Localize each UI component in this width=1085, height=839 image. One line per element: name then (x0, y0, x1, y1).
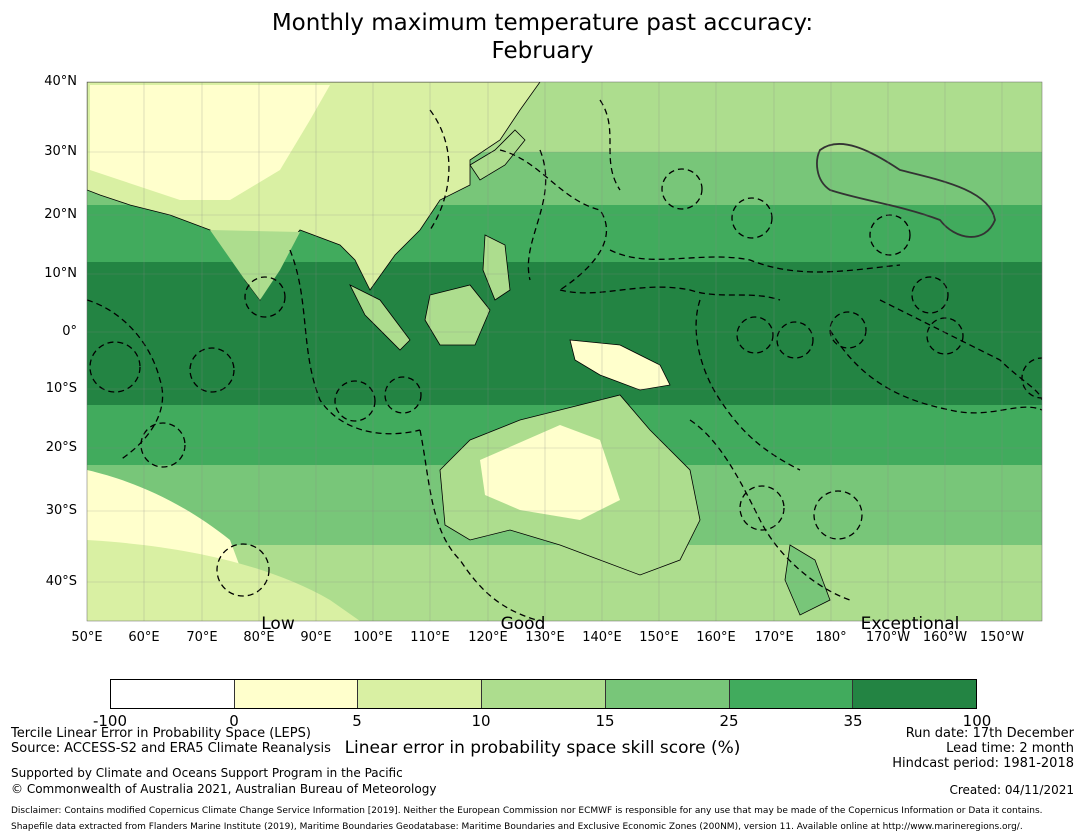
lon-label: 180° (815, 630, 847, 645)
land-india (210, 230, 300, 300)
lat-label: 20°N (44, 207, 77, 222)
copyright-text: © Commonwealth of Australia 2021, Austra… (11, 782, 437, 796)
lon-label: 170°W (865, 630, 911, 645)
map-frame (86, 81, 1043, 622)
land-new-guinea (569, 339, 671, 391)
lon-label: 50°E (71, 630, 103, 645)
colorbar-segment (358, 680, 483, 708)
land-asia-dry (90, 85, 330, 200)
land-borneo (424, 284, 491, 346)
lon-label: 160°W (922, 630, 968, 645)
chart-title-line2: February (491, 38, 594, 64)
lat-label: 0° (62, 324, 77, 339)
colorbar-tick: 0 (229, 712, 239, 730)
skill-score-map (86, 81, 1043, 622)
colorbar-segment (234, 680, 359, 708)
lat-label: 10°N (44, 266, 77, 281)
eez-boundaries (87, 99, 1042, 621)
colorbar-tick: 25 (719, 712, 739, 730)
lead-time: Lead time: 2 month (946, 741, 1074, 756)
leps-description: Tercile Linear Error in Probability Spac… (11, 726, 311, 741)
lon-label: 130°E (525, 630, 565, 645)
band-equatorial (87, 262, 1042, 412)
lon-label: 170°E (754, 630, 794, 645)
run-date: Run date: 17th December (905, 726, 1074, 741)
lat-label: 30°N (44, 144, 77, 159)
disclaimer-line2: Shapefile data extracted from Flanders M… (11, 822, 1023, 832)
data-source: Source: ACCESS-S2 and ERA5 Climate Reana… (11, 741, 331, 756)
disclaimer-line1: Disclaimer: Contains modified Copernicus… (11, 806, 1043, 816)
lat-label: 30°S (45, 503, 77, 518)
colorbar-tick: -100 (92, 712, 128, 730)
colorbar-segment (605, 680, 730, 708)
lon-label: 60°E (128, 630, 160, 645)
lat-label: 10°S (45, 381, 77, 396)
colorbar-segment (853, 680, 977, 708)
low-skill-south-indian (87, 540, 360, 621)
lon-label: 150°E (639, 630, 679, 645)
lon-label: 110°E (410, 630, 450, 645)
hawaii-boundary (816, 143, 996, 238)
lon-label: 100°E (353, 630, 393, 645)
land-australia-dry (480, 425, 620, 520)
graticule (87, 82, 1042, 621)
chart-title-line1: Monthly maximum temperature past accurac… (271, 10, 814, 36)
lon-label: 150°W (979, 630, 1025, 645)
colorbar-tick: 15 (595, 712, 615, 730)
lon-label: 70°E (186, 630, 218, 645)
colorbar-label: Linear error in probability space skill … (344, 738, 741, 758)
lat-label: 20°S (45, 440, 77, 455)
category-label-exceptional: Exceptional (860, 614, 960, 634)
colorbar-segment (111, 680, 235, 708)
lon-label: 160°E (696, 630, 736, 645)
colorbar-segment (729, 680, 854, 708)
colorbar-tick: 100 (962, 712, 992, 730)
support-text: Supported by Climate and Oceans Support … (11, 766, 403, 780)
eez-circles (89, 168, 1042, 597)
lon-label: 90°E (300, 630, 332, 645)
category-label-low: Low (261, 614, 295, 634)
lat-label: 40°N (44, 74, 77, 89)
colorbar-tick: 10 (471, 712, 491, 730)
land-japan (469, 129, 526, 181)
category-label-good: Good (500, 614, 546, 634)
land-new-zealand (784, 544, 831, 616)
lon-label: 80°E (243, 630, 275, 645)
lat-label: 40°S (45, 574, 77, 589)
colorbar-tick: 5 (352, 712, 362, 730)
created-date: Created: 04/11/2021 (949, 783, 1074, 797)
colorbar (110, 679, 977, 709)
lon-label: 120°E (468, 630, 508, 645)
land-philippines (482, 234, 511, 301)
lon-label: 140°E (582, 630, 622, 645)
colorbar-tick: 35 (843, 712, 863, 730)
colorbar-segment (482, 680, 606, 708)
land-sumatra (349, 284, 411, 351)
hindcast-period: Hindcast period: 1981-2018 (892, 756, 1074, 771)
